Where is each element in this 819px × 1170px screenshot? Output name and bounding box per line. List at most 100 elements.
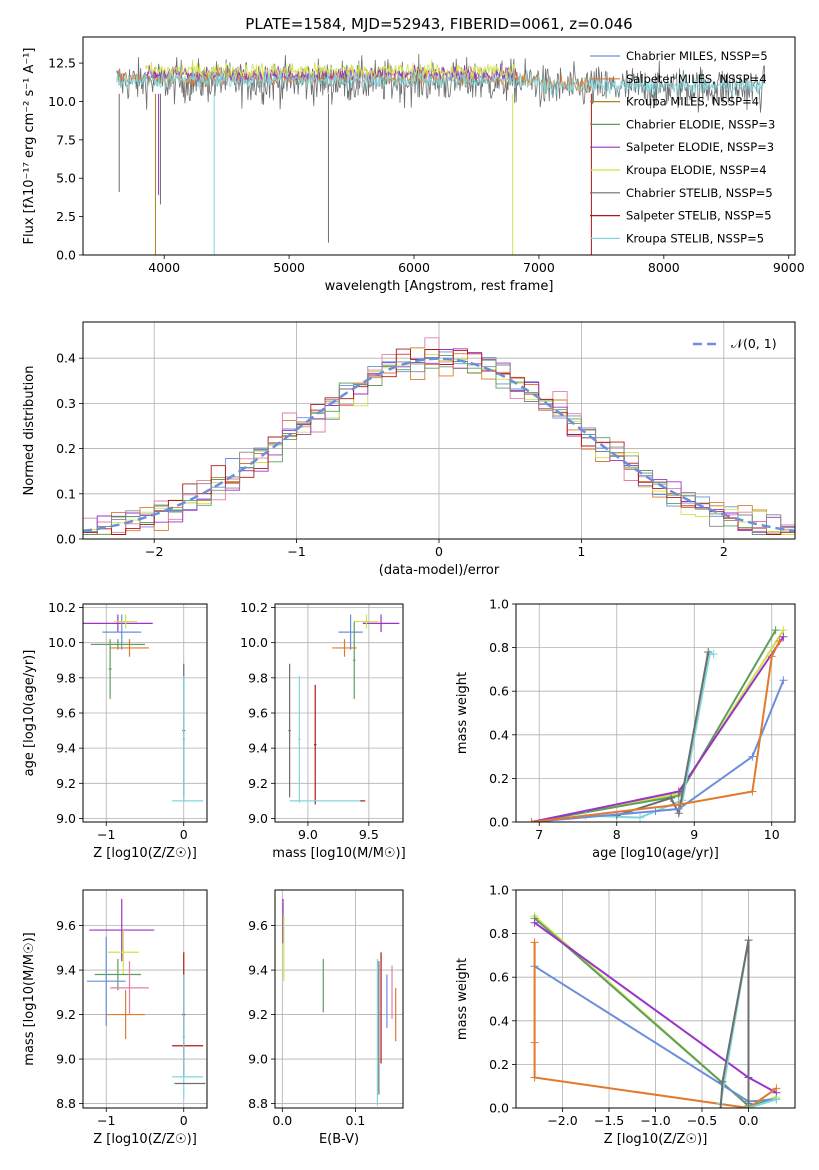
axes-frame [274, 889, 404, 1109]
data-marker [771, 626, 780, 635]
massweight-lines [530, 912, 781, 1108]
legend-label: Chabrier MILES, NSSP=5 [626, 49, 768, 63]
data-marker [530, 1038, 539, 1047]
x-axis-label: age [log10(age/yr)] [592, 846, 719, 861]
x-axis-label: wavelength [Angstrom, rest frame] [325, 279, 554, 294]
histogram-series [83, 358, 795, 535]
errorbar-panel-3: 9.0 9.5 9.0 9.2 9.4 9.6 9.8 10.0 10.2 mass [log10… [240, 600, 406, 861]
y-tick-label: 9.8 [248, 670, 268, 685]
x-tick-label: 10 [764, 827, 780, 842]
massweight-lines [527, 626, 788, 822]
data-marker [772, 1095, 781, 1104]
errorbar-panel-2: −1 0 9.0 9.2 9.4 9.6 9.8 10.0 10.2 Z [log10(Z/Z☉)… [22, 600, 208, 861]
y-tick-label: 9.4 [248, 741, 268, 756]
data-marker [667, 794, 675, 803]
data-marker [779, 676, 788, 685]
y-tick-label: 9.6 [56, 918, 76, 933]
x-tick-label: 9000 [773, 260, 805, 275]
y-tick-label: 0.8 [489, 926, 509, 941]
y-tick-label: 9.0 [248, 1052, 268, 1067]
x-tick-label: 8000 [648, 260, 680, 275]
y-axis-label: Normed distribution [22, 366, 37, 496]
y-tick-label: 0.4 [56, 351, 76, 366]
data-marker [530, 918, 539, 927]
x-axis-label: Z [log10(Z/Z☉)] [93, 1132, 197, 1147]
x-tick-label: −1.0 [640, 1113, 670, 1128]
y-tick-label: 9.4 [248, 963, 268, 978]
x-axis-label: mass [log10(M/M☉)] [272, 846, 405, 861]
legend-label: 𝒩(0, 1) [731, 336, 777, 351]
y-tick-label: 9.6 [248, 918, 268, 933]
y-tick-label: 10.0 [48, 635, 76, 650]
x-axis-label: E(B-V) [319, 1132, 359, 1147]
y-axis-label: Flux [fλ10⁻¹⁷ erg cm⁻² s⁻¹ A⁻¹] [22, 48, 37, 245]
spectrum-lines [116, 53, 766, 255]
y-tick-label: 10.0 [240, 635, 268, 650]
x-tick-label: −1.5 [594, 1113, 624, 1128]
data-marker [530, 1073, 539, 1082]
y-tick-label: 1.0 [489, 597, 509, 612]
histogram-series [83, 353, 795, 535]
chart-title: PLATE=1584, MJD=52943, FIBERID=0061, z=0… [245, 15, 632, 33]
y-tick-label: 0.6 [489, 684, 509, 699]
errorbars [282, 898, 397, 1106]
x-tick-label: 9.0 [298, 827, 318, 842]
data-marker [744, 936, 753, 945]
x-tick-label: 0.1 [346, 1113, 366, 1128]
data-marker [718, 1077, 727, 1086]
x-tick-label: 2 [720, 544, 728, 559]
axes-frame [515, 603, 796, 823]
y-tick-label: 7.5 [56, 132, 76, 147]
x-tick-label: 7000 [523, 260, 555, 275]
y-tick-label: 0.0 [56, 248, 76, 263]
gaussian-curve [83, 357, 795, 533]
x-tick-label: 0 [435, 544, 443, 559]
x-tick-label: 7 [535, 827, 543, 842]
spectrum-series [116, 69, 766, 99]
legend-label: Salpeter STELIB, NSSP=5 [626, 209, 772, 223]
y-tick-label: 0.0 [489, 815, 509, 830]
massweight-series [531, 640, 781, 822]
data-marker [674, 800, 683, 809]
data-marker [651, 807, 660, 816]
y-tick-label: 8.8 [248, 1096, 268, 1111]
data-marker [748, 787, 757, 796]
y-tick-label: 9.6 [248, 706, 268, 721]
massweight-panel-4: 7 8 9 10 0.0 0.2 0.4 0.6 0.8 1.0 age [log10(age/yr… [455, 597, 796, 861]
massweight-series [531, 679, 785, 822]
y-tick-label: 0.0 [56, 532, 76, 547]
errorbars [86, 898, 206, 1100]
y-tick-label: 12.5 [48, 56, 76, 71]
x-axis-label: (data-model)/error [379, 563, 500, 578]
x-tick-label: −2.0 [547, 1113, 577, 1128]
y-tick-label: 2.5 [56, 209, 76, 224]
y-axis-label: mass weight [455, 672, 470, 754]
legend-label: Salpeter MILES, NSSP=4 [626, 72, 767, 86]
y-tick-label: 9.2 [56, 1007, 76, 1022]
massweight-series [719, 939, 750, 1108]
legend-label: Chabrier ELODIE, NSSP=3 [626, 117, 775, 131]
x-tick-label: −0.5 [687, 1113, 717, 1128]
data-marker [709, 650, 718, 659]
data-marker [704, 647, 713, 656]
massweight-series [531, 636, 785, 822]
y-tick-label: 10.2 [48, 600, 76, 615]
y-tick-label: 9.2 [248, 1007, 268, 1022]
errorbar-panel-5: −1 0 8.8 9.0 9.2 9.4 9.6 Z [log10(Z/Z☉)] mass [l… [22, 889, 208, 1147]
legend: Chabrier MILES, NSSP=5 Salpeter MILES, NS… [590, 49, 775, 245]
data-marker [767, 652, 776, 661]
y-tick-label: 9.0 [56, 811, 76, 826]
x-tick-label: 0 [180, 1113, 188, 1128]
y-tick-label: 9.2 [56, 776, 76, 791]
y-tick-label: 0.6 [489, 970, 509, 985]
legend-label: Chabrier STELIB, NSSP=5 [626, 186, 773, 200]
x-tick-label: −2 [145, 544, 163, 559]
x-axis-label: Z [log10(Z/Z☉)] [604, 1132, 708, 1147]
x-tick-label: 0.0 [272, 1113, 292, 1128]
legend-label: Kroupa ELODIE, NSSP=4 [626, 163, 767, 177]
y-tick-label: 0.4 [489, 1013, 509, 1028]
y-axis-label: age [log10(age/yr)] [22, 650, 37, 777]
x-axis-label: Z [log10(Z/Z☉)] [93, 846, 197, 861]
y-tick-label: 0.2 [489, 1057, 509, 1072]
